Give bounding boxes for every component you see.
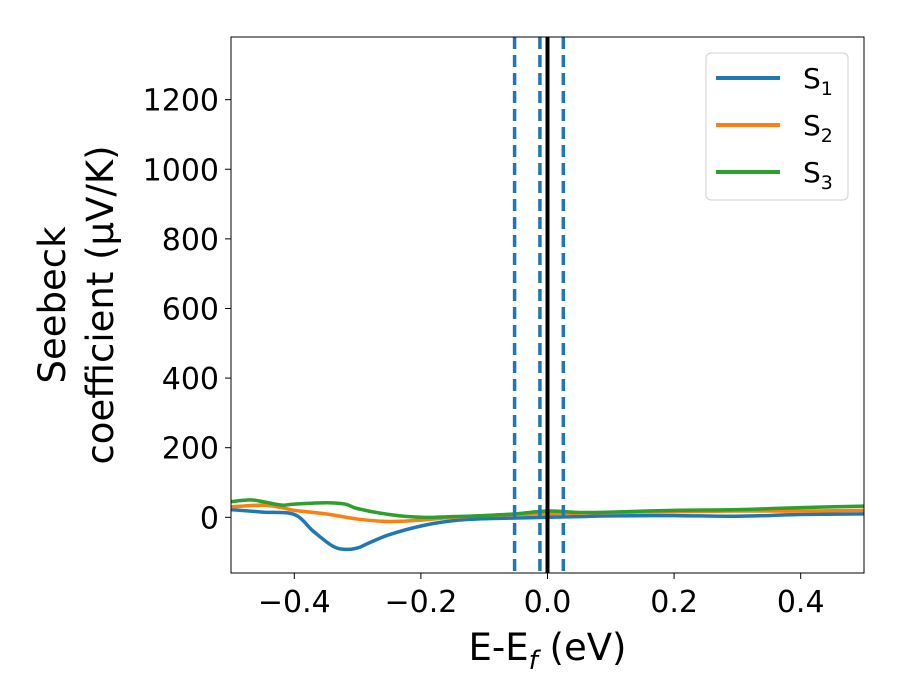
y-tick-label: 400 xyxy=(162,362,219,397)
plot-area xyxy=(231,37,864,573)
series-line-s3 xyxy=(231,498,864,520)
y-axis-label-line1: Seebeck xyxy=(31,226,74,384)
y-tick-label: 800 xyxy=(162,223,219,258)
x-axis-label: E-Ef (eV) xyxy=(469,626,627,676)
x-tick-label: 0.4 xyxy=(777,585,825,620)
series-line-s1 xyxy=(231,507,864,552)
x-tick-label: −0.4 xyxy=(258,585,331,620)
legend-label-s1: S1 xyxy=(803,62,833,100)
y-tick-label: 200 xyxy=(162,432,219,467)
x-axis-label-main: E-E xyxy=(469,626,529,669)
x-tick-label: 0.0 xyxy=(524,585,572,620)
x-tick-label: 0.2 xyxy=(650,585,698,620)
x-tick-label: −0.2 xyxy=(384,585,457,620)
legend-label-s2: S2 xyxy=(803,109,833,147)
legend-label-s3: S3 xyxy=(803,156,833,194)
legend: S1 S2 S3 xyxy=(705,52,849,201)
y-tick-label: 1000 xyxy=(143,153,219,188)
y-tick-label: 1200 xyxy=(143,84,219,119)
y-tick-label: 0 xyxy=(200,501,219,536)
axis-ticks: −0.4 −0.2 0.0 0.2 0.4 0 200 400 600 800 1000 1200 xyxy=(143,84,825,620)
y-axis-label: Seebeck coefficient (μV/K) xyxy=(31,145,122,464)
y-axis-label-line2: coefficient (μV/K) xyxy=(79,145,122,464)
x-axis-label-suffix: (eV) xyxy=(538,626,627,669)
y-tick-label: 600 xyxy=(162,292,219,327)
